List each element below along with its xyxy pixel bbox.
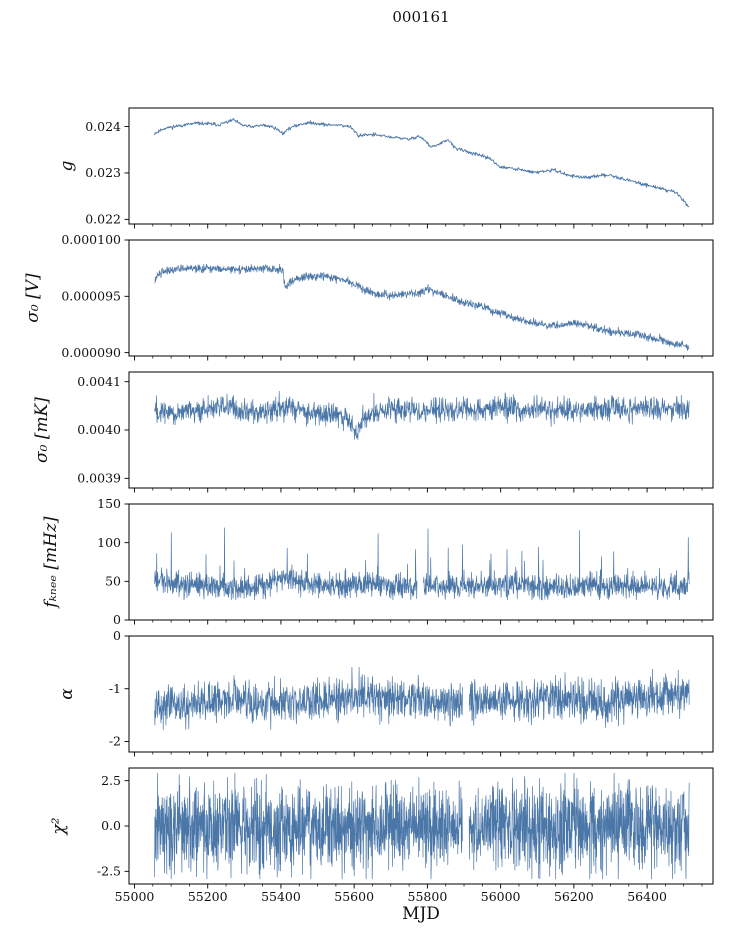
y-tick-label: 0.0 <box>101 818 121 833</box>
x-axis-label: MJD <box>402 904 440 924</box>
figure-title: 000161 <box>392 8 450 26</box>
ylabel-alpha: α <box>57 688 77 700</box>
x-ticks-sigma0-v <box>134 356 703 361</box>
axes-box-sigma0-mk <box>128 371 714 489</box>
y-tick-label: -2.5 <box>97 864 121 879</box>
x-ticks-g <box>134 224 703 229</box>
panel-fknee: 0 50 100 150 fₖₙₑₑ [mHz] <box>41 496 714 627</box>
ylabel-g: g <box>57 160 77 171</box>
y-ticks-g: 0.022 0.023 0.024 <box>85 119 129 227</box>
y-tick-label: 0.024 <box>85 119 121 134</box>
series-g <box>154 118 690 208</box>
y-tick-label: 0.0041 <box>77 374 121 389</box>
y-tick-label: 0.022 <box>85 212 121 227</box>
x-ticks-sigma0-mk <box>134 488 703 493</box>
y-tick-label: 0.0040 <box>77 422 121 437</box>
series-alpha <box>154 667 690 731</box>
x-tick-label: 55600 <box>334 889 374 904</box>
x-tick-label: 55200 <box>188 889 228 904</box>
y-tick-label: -1 <box>109 681 121 696</box>
y-tick-label: 0.000095 <box>61 289 121 304</box>
x-tick-label: 56000 <box>481 889 521 904</box>
x-ticks-alpha <box>134 752 703 757</box>
y-ticks-chi2: -2.5 0.0 2.5 <box>97 773 129 879</box>
y-tick-label: 0.000090 <box>61 345 121 360</box>
series-chi2 <box>154 772 690 880</box>
ylabel-sigma0-v: σ₀ [V] <box>23 273 43 323</box>
series-fknee <box>154 527 690 601</box>
x-tick-label: 55000 <box>115 889 155 904</box>
x-tick-label: 56400 <box>627 889 667 904</box>
axes-box-fknee <box>128 503 714 621</box>
ylabel-sigma0-mk: σ₀ [mK] <box>32 397 52 463</box>
y-tick-label: 0.000100 <box>61 232 121 247</box>
x-tick-label: 55800 <box>408 889 448 904</box>
y-tick-label: 50 <box>105 574 121 589</box>
y-ticks-alpha: -2 -1 0 <box>109 628 129 749</box>
y-tick-label: 0.023 <box>85 165 121 180</box>
y-ticks-fknee: 0 50 100 150 <box>97 496 129 627</box>
ylabel-chi2: χ² <box>49 817 69 835</box>
series-sigma0-v <box>154 263 690 351</box>
x-ticks-chi2 <box>134 884 703 889</box>
panel-sigma0-v: 0.000090 0.000095 0.000100 σ₀ [V] <box>23 232 714 361</box>
panel-alpha: -2 -1 0 α <box>57 628 714 757</box>
axes-box-sigma0-v <box>128 239 714 357</box>
y-tick-label: 0 <box>113 628 121 643</box>
panel-chi2: -2.5 0.0 2.5 χ² <box>49 767 714 889</box>
y-tick-label: 0.0039 <box>77 471 121 486</box>
ylabel-fknee: fₖₙₑₑ [mHz] <box>41 516 61 609</box>
panel-sigma0-mk: 0.0039 0.0040 0.0041 σ₀ [mK] <box>32 371 714 493</box>
series-sigma0-mk <box>154 390 690 440</box>
x-tick-labels: 55000 55200 55400 55600 55800 56000 56200 56400 <box>115 889 667 904</box>
panel-g: 0.022 0.023 0.024 g <box>57 107 714 229</box>
axes-box-alpha <box>128 635 714 753</box>
axes-box-g <box>128 107 714 225</box>
y-tick-label: 100 <box>97 535 121 550</box>
x-ticks-fknee <box>134 620 703 625</box>
y-tick-label: 150 <box>97 496 121 511</box>
y-tick-label: -2 <box>109 734 121 749</box>
y-tick-label: 0 <box>113 612 121 627</box>
x-tick-label: 55400 <box>261 889 301 904</box>
y-ticks-sigma0-v: 0.000090 0.000095 0.000100 <box>61 232 129 360</box>
x-tick-label: 56200 <box>554 889 594 904</box>
axes-box-chi2 <box>128 767 714 885</box>
y-tick-label: 2.5 <box>101 773 121 788</box>
y-ticks-sigma0-mk: 0.0039 0.0040 0.0041 <box>77 374 129 486</box>
